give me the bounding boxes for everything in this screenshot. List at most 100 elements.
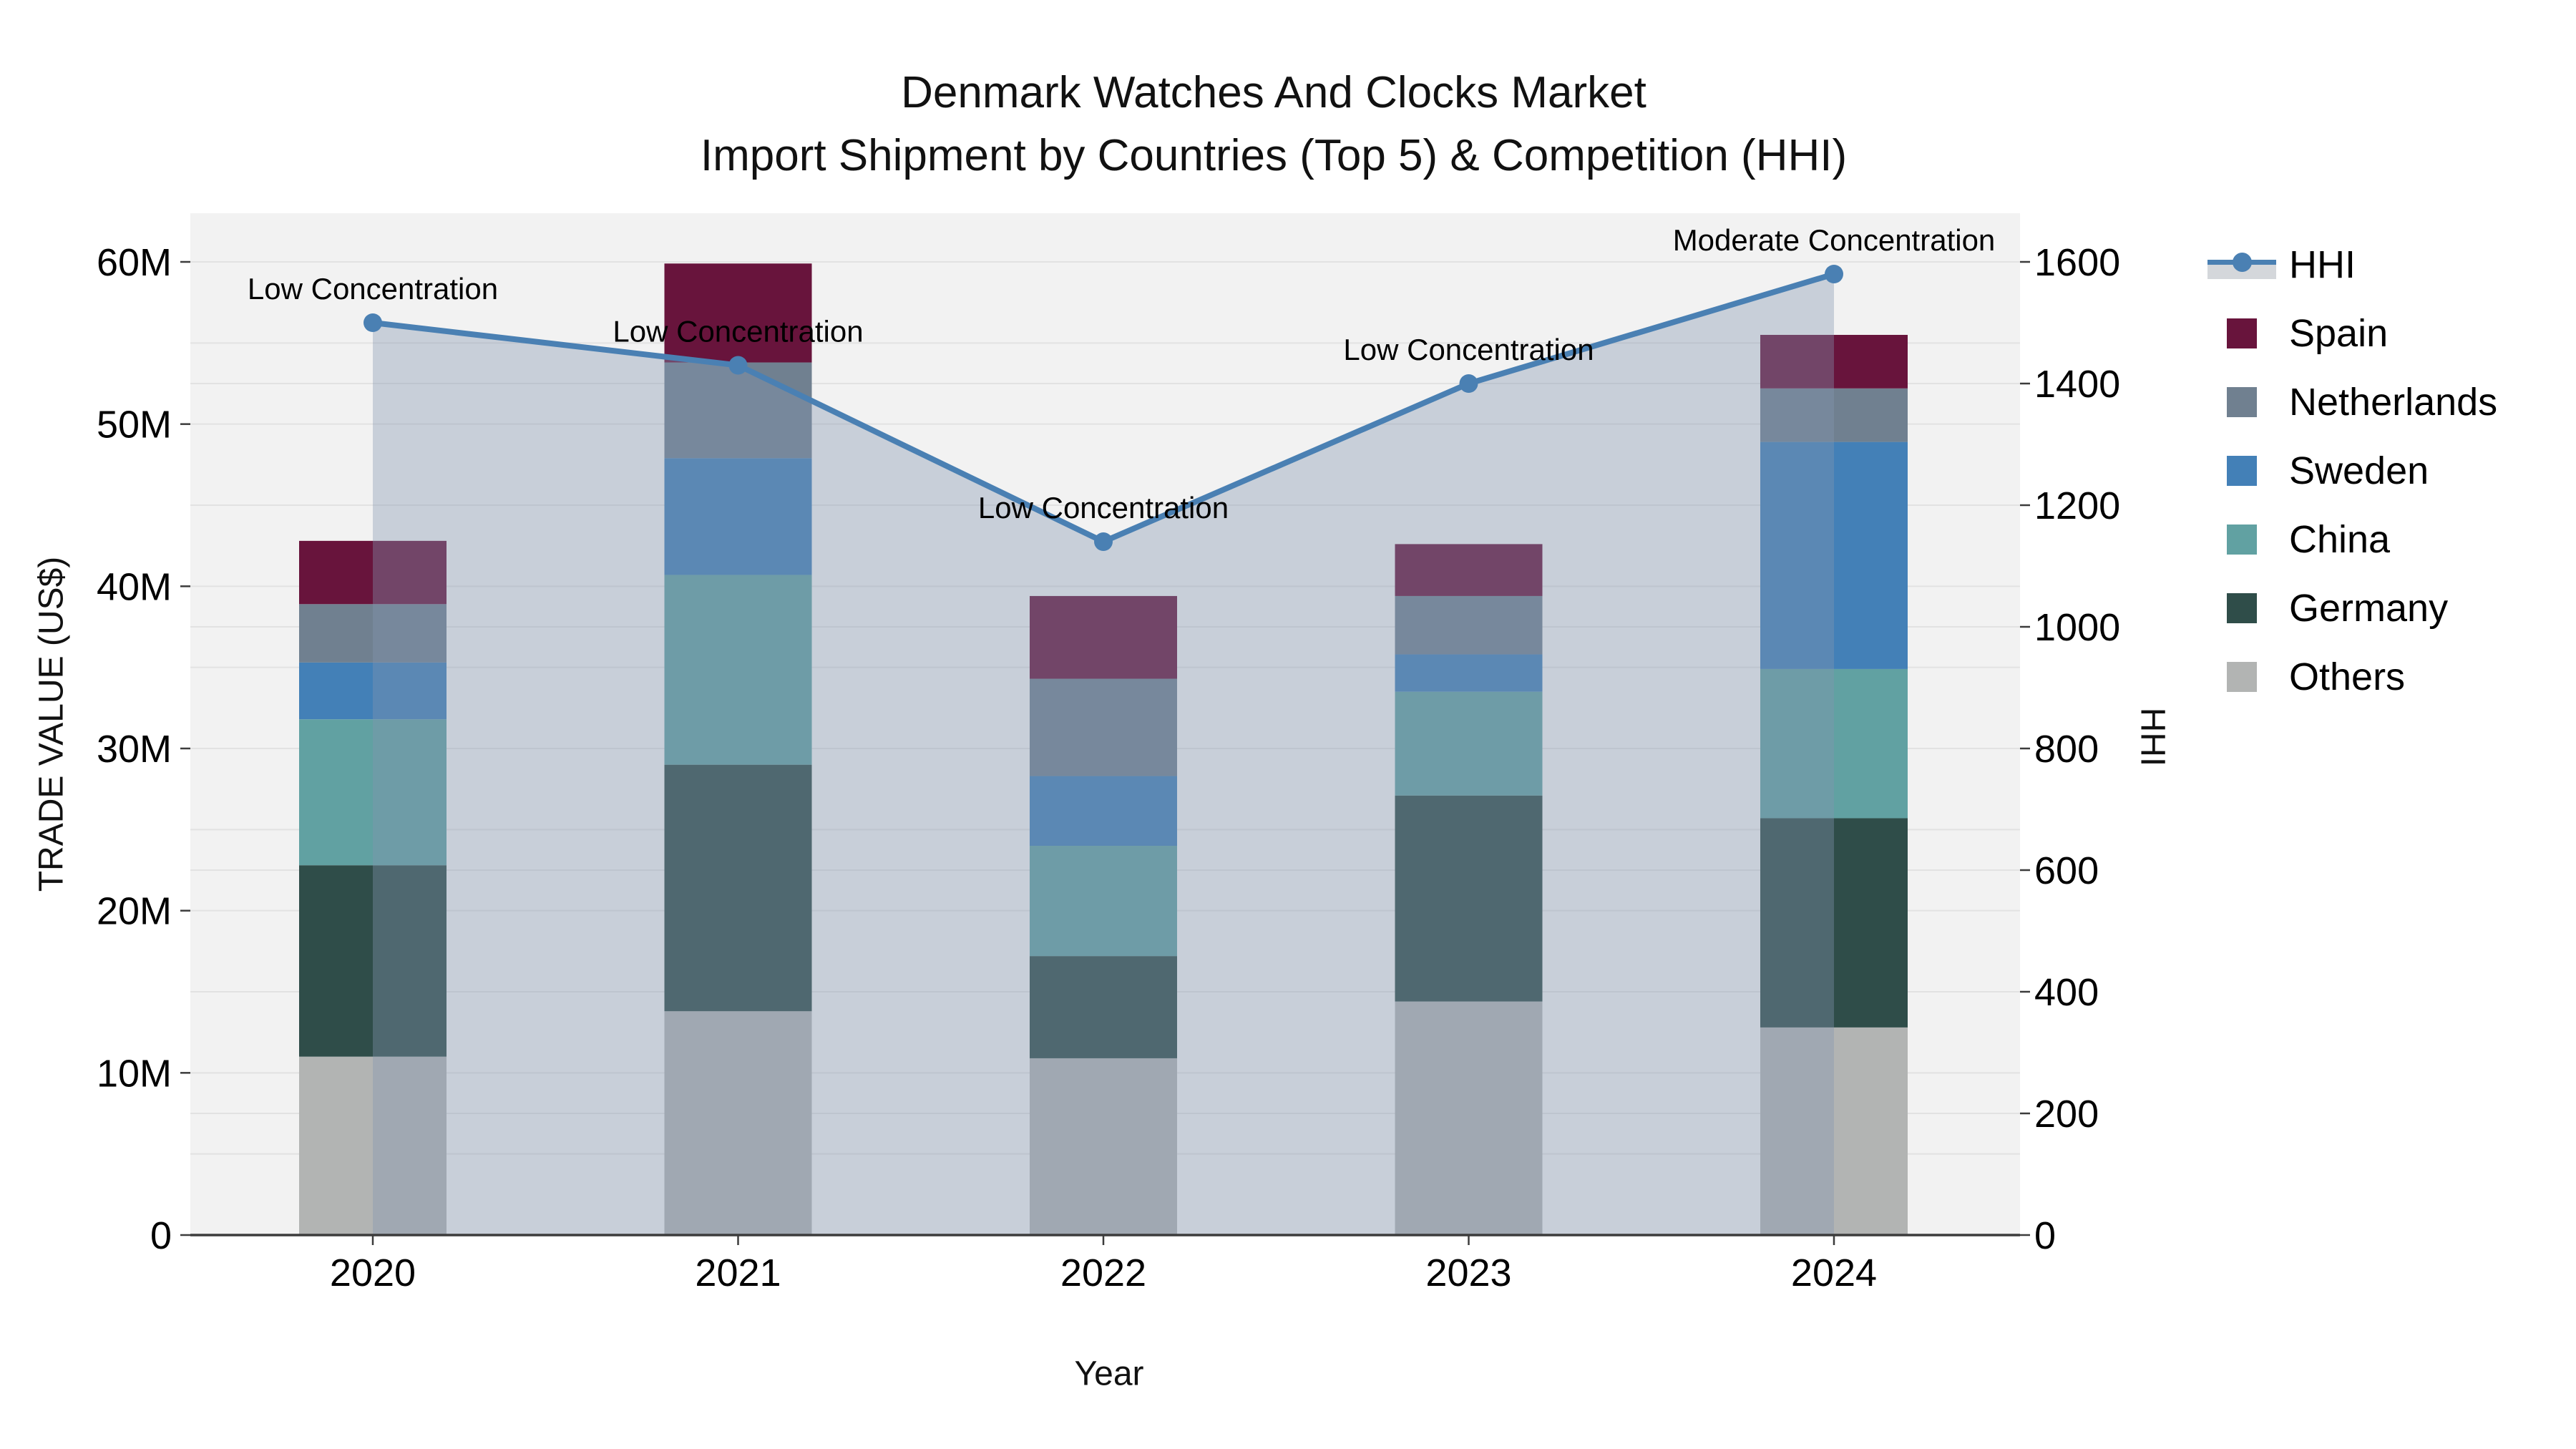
legend-item-sweden: Sweden <box>2207 436 2497 505</box>
y-right-tick-label: 600 <box>2034 849 2099 892</box>
legend-label: Netherlands <box>2289 381 2498 424</box>
y-left-tick-label: 50M <box>97 404 172 447</box>
legend-item-others: Others <box>2207 643 2497 711</box>
hhi-area-fill <box>373 274 1834 1235</box>
legend: HHI Spain Netherlands Sweden China Germa… <box>2207 230 2497 711</box>
x-tick-label: 2020 <box>330 1252 416 1294</box>
concentration-annotation: Low Concentration <box>978 491 1229 525</box>
legend-item-hhi: HHI <box>2207 230 2497 299</box>
concentration-annotation: Low Concentration <box>1343 333 1594 366</box>
bar-segment-spain <box>299 540 447 605</box>
spain-swatch-icon <box>2207 318 2276 348</box>
bar-segment-netherlands <box>299 604 447 663</box>
y-left-tick-label: 10M <box>97 1052 172 1095</box>
bar-2020 <box>299 540 447 1235</box>
y-right-tick-label: 800 <box>2034 728 2099 771</box>
y-right-tick-label: 0 <box>2034 1214 2056 1257</box>
hhi-line-marker-icon <box>2207 248 2276 282</box>
legend-item-germany: Germany <box>2207 574 2497 643</box>
y-right-tick-label: 1600 <box>2034 241 2120 284</box>
concentration-annotation: Low Concentration <box>248 272 498 306</box>
bar-segment-netherlands <box>1395 595 1543 655</box>
y-left-axis-title: TRADE VALUE (US$) <box>32 556 71 892</box>
tick-labels: 2020 2021 2022 2023 2024 0 10M 20M 30M 40M 50M 60M 0… <box>97 241 2120 1294</box>
bar-segment-germany <box>664 764 812 1012</box>
bar-segment-spain <box>1395 544 1543 596</box>
bar-segment-china <box>299 719 447 866</box>
bar-segment-netherlands <box>1760 388 1908 442</box>
legend-label: Sweden <box>2289 449 2429 492</box>
bar-segment-others <box>1760 1027 1908 1235</box>
bar-2022 <box>1030 595 1177 1235</box>
bar-segment-sweden <box>1395 654 1543 692</box>
hhi-marker <box>1094 532 1113 551</box>
bar-segment-others <box>1030 1058 1177 1235</box>
bar-segment-china <box>1760 668 1908 819</box>
bar-2023 <box>1395 544 1543 1235</box>
hhi-marker <box>1825 265 1843 283</box>
bar-2024 <box>1760 335 1908 1235</box>
y-right-tick-label: 1000 <box>2034 606 2120 649</box>
bar-segment-germany <box>1760 818 1908 1028</box>
bar-2021 <box>664 263 812 1235</box>
y-left-tick-label: 60M <box>97 241 172 284</box>
bar-segment-others <box>664 1011 812 1235</box>
y-left-tick-label: 20M <box>97 890 172 933</box>
sweden-swatch-icon <box>2207 456 2276 486</box>
x-axis-title: Year <box>1074 1355 1144 1393</box>
bar-segment-others <box>299 1056 447 1235</box>
chart-title-line-1: Denmark Watches And Clocks Market <box>901 68 1646 117</box>
x-tick-label: 2021 <box>695 1252 781 1294</box>
x-tick-label: 2023 <box>1425 1252 1511 1294</box>
concentration-annotation: Low Concentration <box>613 315 863 348</box>
y-right-tick-label: 200 <box>2034 1093 2099 1136</box>
annotations: Low Concentration Low Concentration Low Co… <box>248 223 1995 525</box>
bar-segment-netherlands <box>664 362 812 459</box>
bar-segment-germany <box>1030 956 1177 1058</box>
y-right-tick-label: 1200 <box>2034 484 2120 527</box>
hhi-marker <box>364 313 382 332</box>
bar-segment-china <box>1030 846 1177 957</box>
y-left-tick-label: 40M <box>97 565 172 608</box>
y-left-tick-label: 30M <box>97 728 172 771</box>
y-right-tick-label: 1400 <box>2034 363 2120 406</box>
bar-segment-others <box>1395 1001 1543 1235</box>
chart-title-line-2: Import Shipment by Countries (Top 5) & C… <box>700 131 1848 180</box>
y-right-axis-title: HHI <box>2133 707 2172 767</box>
bar-segment-germany <box>1395 795 1543 1002</box>
bar-segment-netherlands <box>1030 678 1177 776</box>
x-tick-label: 2022 <box>1060 1252 1146 1294</box>
legend-label: HHI <box>2289 243 2356 286</box>
hhi-marker <box>1459 374 1478 393</box>
legend-label: China <box>2289 518 2391 561</box>
axis-ticks <box>180 260 2030 1245</box>
concentration-annotation: Moderate Concentration <box>1673 223 1996 257</box>
bar-segment-spain <box>664 263 812 363</box>
others-swatch-icon <box>2207 662 2276 692</box>
legend-label: Germany <box>2289 587 2449 630</box>
china-swatch-icon <box>2207 525 2276 555</box>
stacked-bars <box>299 263 1908 1235</box>
bar-segment-spain <box>1030 595 1177 679</box>
bar-segment-china <box>1395 691 1543 796</box>
y-right-tick-label: 400 <box>2034 971 2099 1014</box>
bar-segment-sweden <box>299 662 447 720</box>
bar-segment-sweden <box>1760 441 1908 669</box>
bar-segment-germany <box>299 865 447 1057</box>
legend-item-netherlands: Netherlands <box>2207 368 2497 436</box>
bar-segment-sweden <box>1030 776 1177 846</box>
y-left-tick-label: 0 <box>150 1214 172 1257</box>
x-tick-label: 2024 <box>1791 1252 1877 1294</box>
legend-label: Others <box>2289 655 2406 698</box>
netherlands-swatch-icon <box>2207 387 2276 417</box>
bar-segment-china <box>664 575 812 765</box>
legend-label: Spain <box>2289 312 2389 355</box>
legend-item-spain: Spain <box>2207 299 2497 368</box>
germany-swatch-icon <box>2207 593 2276 623</box>
bar-segment-sweden <box>664 458 812 575</box>
legend-item-china: China <box>2207 505 2497 574</box>
hhi-marker <box>728 356 748 375</box>
bar-segment-spain <box>1760 335 1908 389</box>
